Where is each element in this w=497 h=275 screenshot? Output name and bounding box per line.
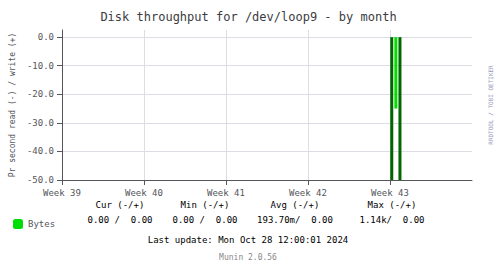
svg-text:0.0: 0.0	[38, 32, 54, 42]
svg-text:Week 39: Week 39	[43, 188, 81, 198]
svg-text:0.00 / 0.00: 0.00 / 0.00	[87, 215, 152, 225]
svg-text:Munin 2.0.56: Munin 2.0.56	[219, 253, 277, 262]
svg-text:Avg (-/+): Avg (-/+)	[271, 200, 320, 210]
svg-text:-40.0: -40.0	[27, 146, 54, 156]
svg-text:Cur (-/+): Cur (-/+)	[96, 200, 145, 210]
svg-text:Min (-/+): Min (-/+)	[181, 200, 230, 210]
svg-text:-30.0: -30.0	[27, 118, 54, 128]
svg-text:193.70m/ 0.00: 193.70m/ 0.00	[257, 215, 333, 225]
svg-text:RRDTOOL / TOBI OETIKER: RRDTOOL / TOBI OETIKER	[487, 65, 494, 145]
svg-text:-50.0: -50.0	[27, 175, 54, 185]
svg-text:-10.0: -10.0	[27, 61, 54, 71]
svg-text:Bytes: Bytes	[28, 219, 55, 229]
svg-text:Week 41: Week 41	[207, 188, 245, 198]
svg-text:1.14k/ 0.00: 1.14k/ 0.00	[359, 215, 424, 225]
svg-text:Last update: Mon Oct 28 12:00:: Last update: Mon Oct 28 12:00:01 2024	[148, 235, 348, 245]
svg-text:Week 40: Week 40	[125, 188, 163, 198]
svg-text:-20.0: -20.0	[27, 89, 54, 99]
svg-text:Week 42: Week 42	[289, 188, 327, 198]
svg-text:Pr second read (-) / write (+): Pr second read (-) / write (+)	[8, 33, 17, 178]
svg-text:Disk throughput for /dev/loop9: Disk throughput for /dev/loop9 - by mont…	[100, 10, 396, 24]
svg-text:Week 43: Week 43	[371, 188, 409, 198]
svg-text:Max (-/+): Max (-/+)	[368, 200, 417, 210]
svg-text:0.00 / 0.00: 0.00 / 0.00	[172, 215, 237, 225]
